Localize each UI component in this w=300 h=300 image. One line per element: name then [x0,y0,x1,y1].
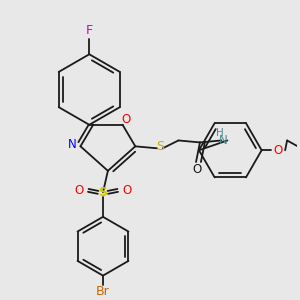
Text: S: S [98,186,107,199]
Text: O: O [274,144,283,157]
Text: O: O [192,163,202,176]
Text: O: O [123,184,132,197]
Text: N: N [68,138,77,151]
Text: O: O [74,184,83,197]
Text: S: S [156,140,164,153]
Text: N: N [219,134,228,147]
Text: Br: Br [96,285,110,298]
Text: H: H [216,128,224,138]
Text: F: F [86,24,93,37]
Text: O: O [122,113,131,126]
